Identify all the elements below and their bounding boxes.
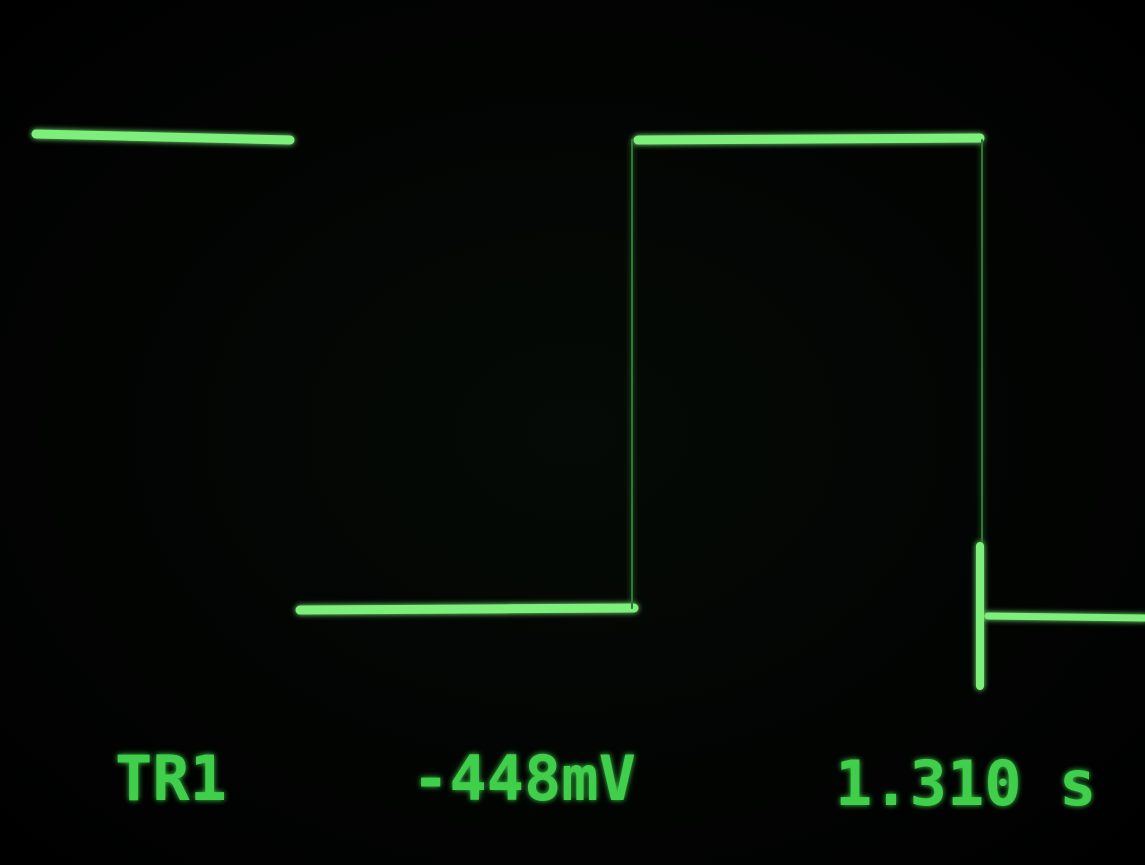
trace-low [984,612,1145,622]
trace-low [295,603,639,615]
voltage-readout: -448mV [412,742,636,815]
time-readout: 1.310 s [835,747,1096,820]
trace-high [633,133,985,145]
trigger-label: TR1 [115,742,227,815]
trace-high [31,129,295,145]
waveform [31,129,1145,690]
